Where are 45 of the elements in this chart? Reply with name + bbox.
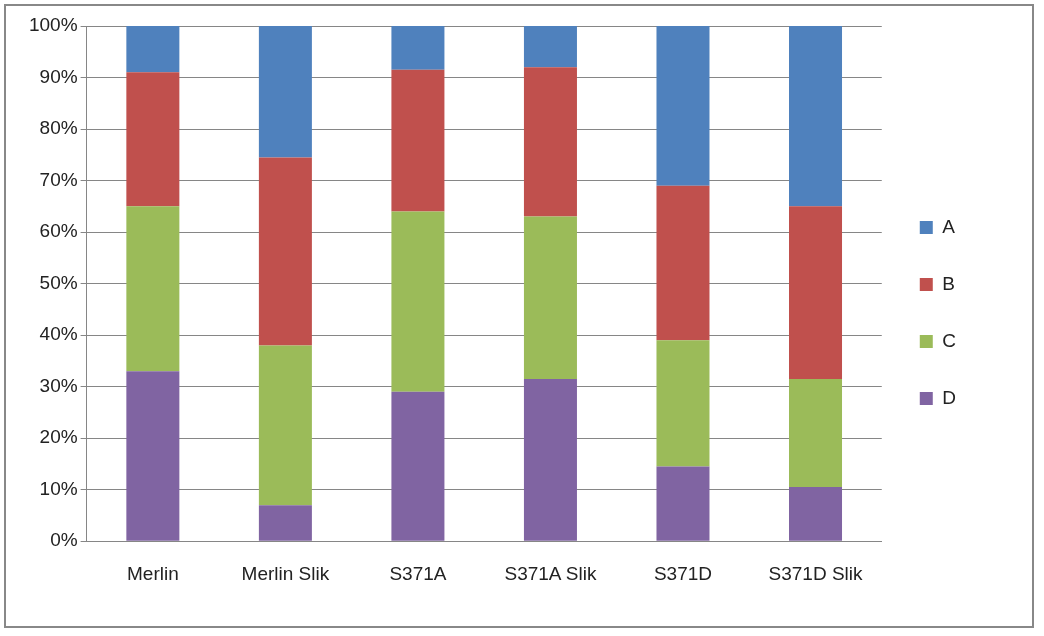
legend-label: B xyxy=(942,272,955,294)
y-tick-label: 0% xyxy=(50,529,78,551)
bar xyxy=(656,185,710,341)
x-tick-label: Merlin xyxy=(126,562,179,584)
bar xyxy=(789,487,843,541)
bar xyxy=(391,69,445,212)
bar xyxy=(523,67,577,217)
bar xyxy=(391,211,445,392)
bar xyxy=(258,26,312,158)
y-tick-label: 60% xyxy=(39,220,78,242)
bar xyxy=(391,26,445,70)
x-tick-label: S371D Slik xyxy=(768,562,863,584)
y-tick-label: 50% xyxy=(39,271,78,293)
bar xyxy=(656,26,710,186)
bar xyxy=(258,345,312,506)
legend-label: A xyxy=(942,215,956,237)
bar xyxy=(126,371,180,541)
y-tick-label: 10% xyxy=(39,477,78,499)
bar xyxy=(523,216,577,379)
x-tick-label: S371D xyxy=(653,562,713,584)
y-tick-label: 40% xyxy=(39,323,78,345)
bar xyxy=(656,466,710,541)
y-tick-label: 100% xyxy=(28,14,78,36)
bar xyxy=(789,378,843,488)
bar xyxy=(523,378,577,541)
y-tick-label: 70% xyxy=(39,168,78,190)
y-tick-label: 80% xyxy=(39,117,78,139)
bar xyxy=(523,26,577,68)
bar xyxy=(126,26,180,73)
bar xyxy=(258,505,312,541)
bar xyxy=(656,340,710,467)
y-tick-label: 30% xyxy=(39,374,78,396)
bar xyxy=(391,391,445,541)
bar xyxy=(789,206,843,379)
legend-label: C xyxy=(942,329,957,351)
y-tick-label: 90% xyxy=(39,65,78,87)
bar xyxy=(126,72,180,207)
legend-label: D xyxy=(942,386,957,408)
bar xyxy=(258,157,312,346)
x-tick-label: Merlin Slik xyxy=(241,562,330,584)
bar xyxy=(789,26,843,207)
y-tick-label: 20% xyxy=(39,426,78,448)
bar xyxy=(126,206,180,372)
x-tick-label: S371A Slik xyxy=(504,562,597,584)
x-tick-label: S371A xyxy=(389,562,447,584)
